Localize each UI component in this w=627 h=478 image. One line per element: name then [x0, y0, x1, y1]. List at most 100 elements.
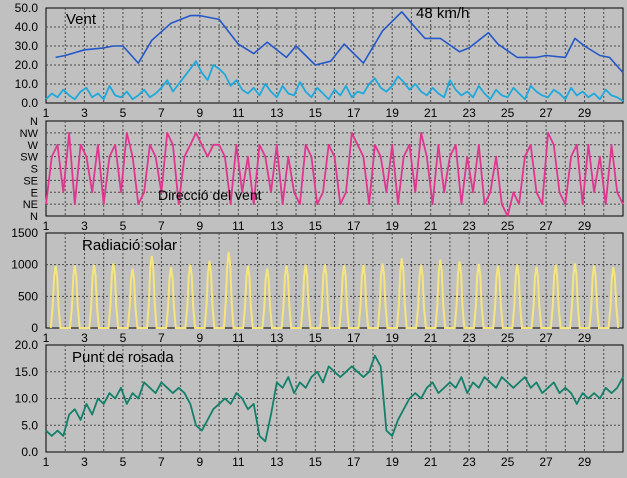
x-tick-label: 17 — [347, 331, 361, 345]
x-tick-label: 19 — [386, 331, 400, 345]
chart-panel-1: 0.010.020.030.040.050.01 3 5 7 9 11 13 15 17 19 21… — [15, 1, 624, 120]
y-tick-label: 40.0 — [15, 20, 39, 34]
y-tick-label: 5.0 — [21, 418, 38, 432]
x-tick-label: 25 — [501, 331, 515, 345]
y-tick-label: 500 — [18, 289, 38, 303]
x-tick-label: 7 — [158, 331, 165, 345]
x-tick-label: 27 — [539, 106, 553, 120]
x-tick-label: 29 — [578, 106, 592, 120]
x-tick-label: 1 — [43, 455, 50, 469]
x-tick-label: 9 — [197, 219, 204, 233]
y-tick-label: SE — [23, 175, 38, 187]
x-tick-label: 25 — [501, 106, 515, 120]
x-tick-label: 7 — [158, 455, 165, 469]
x-tick-label: 17 — [347, 219, 361, 233]
x-tick-label: 11 — [232, 219, 245, 233]
chart-title: Vent — [66, 11, 97, 28]
x-tick-label: 9 — [197, 106, 204, 120]
x-tick-label: 5 — [120, 106, 127, 120]
x-tick-label: 5 — [120, 219, 127, 233]
x-tick-label: 1 — [43, 219, 50, 233]
x-tick-label: 7 — [158, 106, 165, 120]
x-tick-label: 23 — [462, 331, 476, 345]
x-tick-label: 13 — [270, 219, 284, 233]
y-tick-label: 15.0 — [15, 365, 39, 379]
series-wind — [45, 60, 624, 102]
x-tick-label: 23 — [462, 219, 476, 233]
x-tick-label: 3 — [81, 219, 88, 233]
x-tick-label: 11 — [232, 455, 245, 469]
x-tick-label: 25 — [501, 219, 515, 233]
y-tick-label: S — [31, 164, 38, 176]
x-tick-label: 7 — [158, 219, 165, 233]
series-direction — [45, 132, 624, 217]
y-tick-label: 20.0 — [15, 58, 39, 72]
y-tick-label: 1500 — [11, 226, 38, 240]
x-tick-label: 11 — [232, 331, 245, 345]
x-tick-label: 13 — [270, 106, 284, 120]
y-tick-label: 10.0 — [15, 77, 39, 91]
x-tick-label: 1 — [43, 106, 50, 120]
chart-title: Radiació solar — [82, 237, 177, 254]
x-tick-label: 9 — [197, 455, 204, 469]
x-tick-label: 21 — [424, 106, 438, 120]
chart-title: Direcció del vent — [158, 187, 262, 203]
x-tick-label: 21 — [424, 455, 438, 469]
x-tick-label: 27 — [539, 219, 553, 233]
x-tick-label: 29 — [578, 219, 592, 233]
x-tick-label: 29 — [578, 331, 592, 345]
chart-panel-4: 0.05.010.015.020.01 3 5 7 9 11 13 15 17 19 21 23 25 2… — [15, 338, 624, 469]
x-tick-label: 27 — [539, 455, 553, 469]
y-tick-label: 0.0 — [21, 96, 38, 110]
x-tick-label: 9 — [197, 331, 204, 345]
x-tick-label: 23 — [462, 106, 476, 120]
y-tick-label: 10.0 — [15, 392, 39, 406]
x-tick-label: 27 — [539, 331, 553, 345]
y-tick-label: SW — [20, 152, 38, 164]
x-tick-label: 15 — [309, 219, 323, 233]
x-tick-label: 5 — [120, 331, 127, 345]
x-tick-label: 17 — [347, 106, 361, 120]
y-tick-label: E — [31, 187, 38, 199]
y-tick-label: NE — [23, 199, 38, 211]
x-tick-label: 17 — [347, 455, 361, 469]
y-tick-label: 1000 — [11, 258, 38, 272]
y-tick-label: 50.0 — [15, 1, 39, 15]
x-tick-label: 19 — [386, 219, 400, 233]
series-radiation — [49, 251, 620, 329]
x-tick-label: 15 — [309, 106, 323, 120]
y-tick-label: NW — [20, 128, 39, 140]
series-dewpoint — [45, 354, 624, 443]
x-tick-label: 15 — [309, 455, 323, 469]
x-tick-label: 15 — [309, 331, 323, 345]
plot-area — [45, 232, 624, 329]
x-tick-label: 25 — [501, 455, 515, 469]
x-tick-label: 3 — [81, 106, 88, 120]
x-tick-label: 13 — [270, 331, 284, 345]
x-tick-label: 23 — [462, 455, 476, 469]
y-tick-label: W — [28, 140, 39, 152]
x-tick-label: 13 — [270, 455, 284, 469]
x-tick-label: 21 — [424, 219, 438, 233]
chart-title: Punt de rosada — [72, 349, 174, 366]
y-tick-label: 20.0 — [15, 338, 39, 352]
x-tick-label: 11 — [232, 106, 245, 120]
y-tick-label: N — [30, 211, 38, 223]
x-tick-label: 19 — [386, 106, 400, 120]
x-tick-label: 19 — [386, 455, 400, 469]
x-tick-label: 5 — [120, 455, 127, 469]
x-tick-label: 29 — [578, 455, 592, 469]
y-tick-label: N — [30, 116, 38, 128]
x-tick-label: 3 — [81, 331, 88, 345]
y-tick-label: 30.0 — [15, 39, 39, 53]
chart-annotation: 48 km/h — [416, 5, 469, 22]
x-tick-label: 1 — [43, 331, 50, 345]
x-tick-label: 21 — [424, 331, 438, 345]
series-gust — [55, 11, 624, 74]
y-tick-label: 0.0 — [21, 445, 38, 459]
y-tick-label: 0 — [31, 321, 38, 335]
